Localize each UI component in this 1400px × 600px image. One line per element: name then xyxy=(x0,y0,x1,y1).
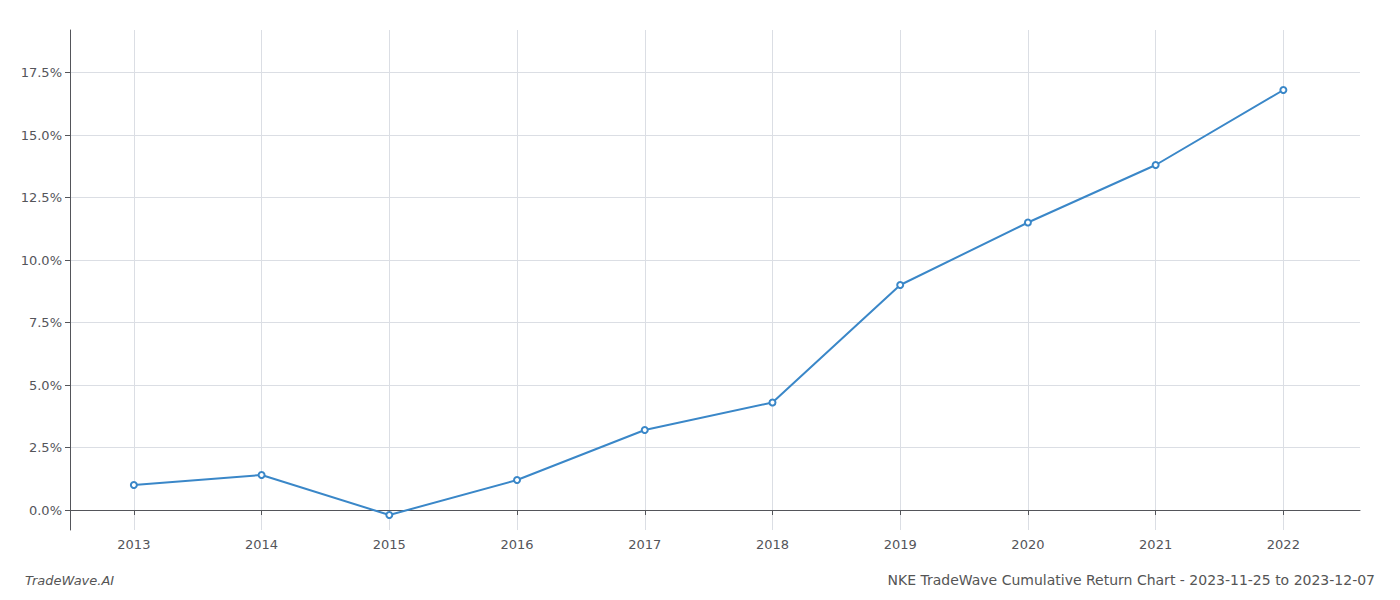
svg-text:17.5%: 17.5% xyxy=(21,65,62,80)
svg-text:2.5%: 2.5% xyxy=(29,440,62,455)
svg-text:2015: 2015 xyxy=(373,537,406,552)
svg-text:15.0%: 15.0% xyxy=(21,128,62,143)
svg-text:2022: 2022 xyxy=(1267,537,1300,552)
svg-text:NKE TradeWave Cumulative Retur: NKE TradeWave Cumulative Return Chart - … xyxy=(887,572,1375,588)
svg-text:12.5%: 12.5% xyxy=(21,190,62,205)
svg-text:2014: 2014 xyxy=(245,537,278,552)
svg-text:2013: 2013 xyxy=(117,537,150,552)
svg-text:2017: 2017 xyxy=(628,537,661,552)
svg-text:0.0%: 0.0% xyxy=(29,503,62,518)
svg-text:2018: 2018 xyxy=(756,537,789,552)
svg-text:5.0%: 5.0% xyxy=(29,378,62,393)
svg-text:2021: 2021 xyxy=(1139,537,1172,552)
svg-text:TradeWave.AI: TradeWave.AI xyxy=(25,573,114,588)
svg-text:2016: 2016 xyxy=(500,537,533,552)
svg-text:2020: 2020 xyxy=(1011,537,1044,552)
svg-text:7.5%: 7.5% xyxy=(29,315,62,330)
svg-text:10.0%: 10.0% xyxy=(21,253,62,268)
svg-text:2019: 2019 xyxy=(884,537,917,552)
